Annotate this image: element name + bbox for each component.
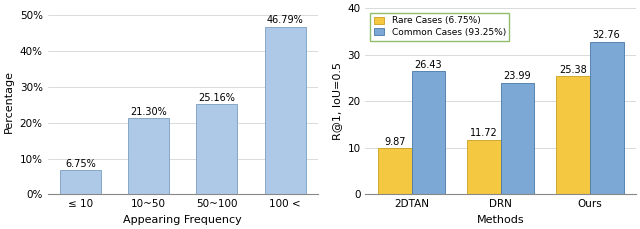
Text: 23.99: 23.99: [504, 71, 531, 81]
X-axis label: Methods: Methods: [477, 215, 524, 225]
Bar: [589, 42, 623, 194]
Text: 11.72: 11.72: [470, 128, 497, 139]
Text: 26.43: 26.43: [415, 60, 442, 70]
Text: 6.75%: 6.75%: [65, 159, 96, 169]
Bar: [467, 140, 500, 194]
Bar: [412, 71, 445, 194]
Text: 32.76: 32.76: [593, 30, 621, 41]
Bar: [196, 104, 237, 194]
Text: 9.87: 9.87: [384, 137, 405, 147]
Bar: [378, 148, 412, 194]
Text: 46.79%: 46.79%: [267, 15, 303, 25]
Y-axis label: R@1, IoU=0.5: R@1, IoU=0.5: [332, 62, 342, 140]
Bar: [265, 27, 306, 194]
Y-axis label: Percentage: Percentage: [4, 70, 14, 133]
X-axis label: Appearing Frequency: Appearing Frequency: [124, 215, 242, 225]
Text: 25.16%: 25.16%: [198, 93, 236, 103]
Bar: [128, 118, 169, 194]
Text: 25.38: 25.38: [559, 65, 587, 75]
Bar: [500, 83, 534, 194]
Bar: [556, 76, 589, 194]
Legend: Rare Cases (6.75%), Common Cases (93.25%): Rare Cases (6.75%), Common Cases (93.25%…: [370, 13, 509, 41]
Bar: [60, 170, 101, 194]
Text: 21.30%: 21.30%: [131, 107, 167, 117]
